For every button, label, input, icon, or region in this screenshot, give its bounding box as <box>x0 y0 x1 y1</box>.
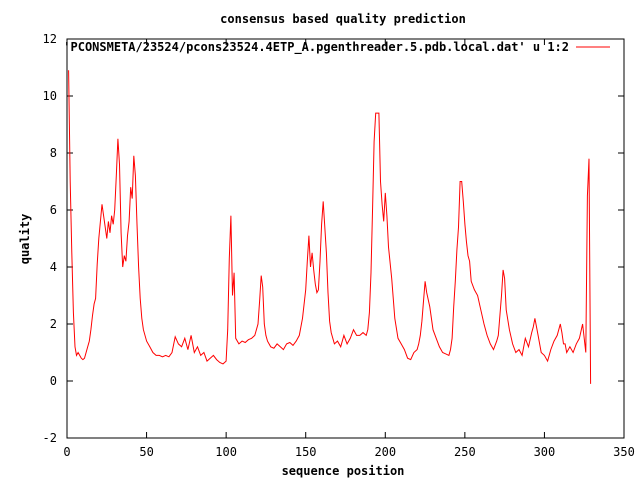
y-axis-label: quality <box>18 214 32 265</box>
x-axis: 0 50 100 150 200 250 300 350 <box>63 39 635 459</box>
y-axis: -2 0 2 4 6 8 10 12 <box>43 32 624 445</box>
series-line <box>68 70 592 384</box>
x-axis-label: sequence position <box>282 464 405 478</box>
x-tick-label: 350 <box>613 445 635 459</box>
plot-frame <box>66 38 625 439</box>
y-tick-label: 10 <box>43 89 57 103</box>
x-tick-label: 50 <box>139 445 153 459</box>
x-tick-label: 150 <box>295 445 317 459</box>
x-tick-label: 100 <box>215 445 237 459</box>
legend: 'PCONSMETA/23524/pcons23524.4ETP_A.pgent… <box>63 40 610 55</box>
y-tick-label: 12 <box>43 32 57 46</box>
y-tick-label: 8 <box>50 146 57 160</box>
chart-title: consensus based quality prediction <box>220 12 466 26</box>
x-tick-label: 0 <box>63 445 70 459</box>
x-tick-label: 300 <box>534 445 556 459</box>
y-tick-label: 2 <box>50 317 57 331</box>
y-tick-label: 6 <box>50 203 57 217</box>
y-tick-label: 0 <box>50 374 57 388</box>
x-tick-label: 200 <box>374 445 396 459</box>
legend-label: 'PCONSMETA/23524/pcons23524.4ETP_A.pgent… <box>63 40 569 55</box>
x-tick-label: 250 <box>454 445 476 459</box>
y-tick-label: 4 <box>50 260 57 274</box>
y-tick-label: -2 <box>43 431 57 445</box>
